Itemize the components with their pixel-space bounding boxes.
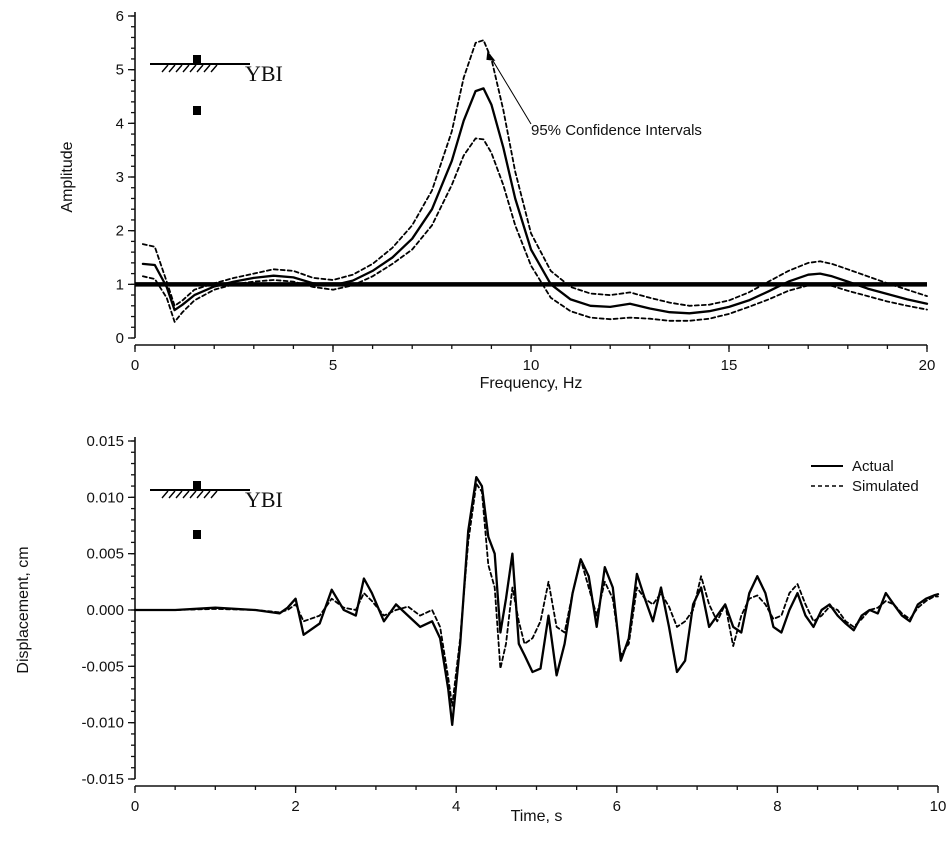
y-tick-label: 2 <box>116 223 124 240</box>
x-tick-label: 20 <box>919 357 936 374</box>
y-axis-title: Displacement, cm <box>15 546 32 673</box>
x-tick-label: 10 <box>930 798 947 815</box>
y-tick-label: 1 <box>116 276 124 293</box>
ground-hatch <box>203 490 211 499</box>
x-tick-label: 4 <box>452 798 460 815</box>
ground-hatch <box>189 490 197 499</box>
ground-hatch <box>182 490 190 499</box>
amplitude-panel: 0 5 10 15 20 0 1 2 3 4 5 6 Frequency, Hz Amplitude YBI… <box>59 8 935 392</box>
y-tick-label: 0 <box>116 330 124 347</box>
ground-hatch <box>210 64 218 73</box>
x-tick-label: 5 <box>329 357 337 374</box>
y-tick-label: 6 <box>116 8 124 25</box>
displacement-panel: 0 2 4 6 8 10 0.015 0.010 0.005 0.000 -0.005 -0.010 -… <box>15 433 946 825</box>
legend-label: Simulated <box>852 478 919 495</box>
ground-hatch <box>182 64 190 73</box>
downhole-sensor-icon <box>193 106 201 115</box>
ground-hatch <box>175 490 183 499</box>
y-tick-label: 3 <box>116 169 124 186</box>
ground-hatch <box>161 64 169 73</box>
y-tick-label: 0.010 <box>86 489 124 506</box>
ground-hatch <box>168 490 176 499</box>
y-axis-title: Amplitude <box>59 141 76 212</box>
ground-hatch <box>189 64 197 73</box>
ground-hatch <box>168 64 176 73</box>
x-tick-label: 6 <box>613 798 621 815</box>
x-axis-title: Frequency, Hz <box>480 375 583 392</box>
annotation-arrowhead <box>486 50 496 61</box>
series-line-dashed <box>134 482 939 707</box>
y-tick-label: -0.015 <box>81 771 124 788</box>
x-tick-label: 10 <box>523 357 540 374</box>
ground-hatch <box>161 490 169 499</box>
annotation-label: 95% Confidence Intervals <box>531 122 702 139</box>
y-tick-label: 0.000 <box>86 602 124 619</box>
ground-hatch <box>175 64 183 73</box>
surface-sensor-icon <box>193 55 201 64</box>
y-tick-label: 5 <box>116 62 124 79</box>
y-tick-label: 0.015 <box>86 433 124 450</box>
legend-label: Actual <box>852 458 894 475</box>
x-tick-label: 0 <box>131 357 139 374</box>
series-line-solid <box>141 87 929 315</box>
y-tick-label: 0.005 <box>86 546 124 563</box>
ground-hatch <box>203 64 211 73</box>
site-label: YBI <box>245 487 283 512</box>
x-tick-label: 2 <box>291 798 299 815</box>
annotation-arrow <box>489 54 532 125</box>
y-tick-label: -0.010 <box>81 715 124 732</box>
downhole-sensor-icon <box>193 530 201 539</box>
ground-hatch <box>196 490 204 499</box>
x-tick-label: 8 <box>773 798 781 815</box>
site-label: YBI <box>245 61 283 86</box>
series-line-dashed <box>141 39 928 307</box>
x-tick-label: 0 <box>131 798 139 815</box>
ground-hatch <box>210 490 218 499</box>
ground-hatch <box>196 64 204 73</box>
series-line-solid <box>133 475 940 727</box>
x-tick-label: 15 <box>721 357 738 374</box>
x-axis-title: Time, s <box>511 808 563 825</box>
series-line-dashed <box>141 137 928 323</box>
surface-sensor-icon <box>193 481 201 490</box>
y-tick-label: 4 <box>116 115 124 132</box>
y-tick-label: -0.005 <box>81 658 124 675</box>
